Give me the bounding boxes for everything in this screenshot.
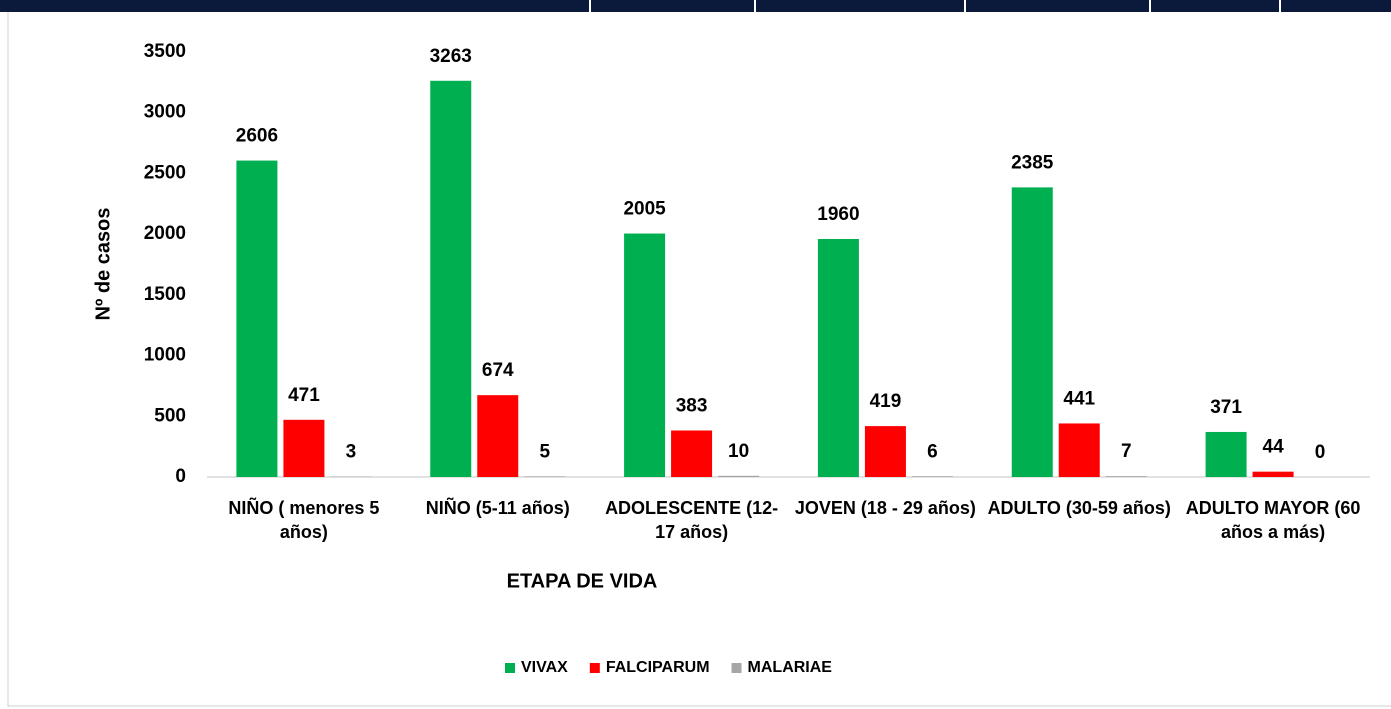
bar [817, 239, 859, 477]
data-label: 10 [728, 441, 749, 462]
legend-label: MALARIAE [748, 659, 833, 676]
band-separators [589, 0, 1281, 12]
y-tick-label: 1000 [144, 345, 186, 366]
y-tick-label: 0 [175, 466, 186, 487]
top-band [0, 0, 1391, 12]
y-tick-label: 2500 [144, 162, 186, 183]
x-tick-label: NIÑO ( menores 5 años) [228, 498, 380, 542]
x-tick-label: JOVEN (18 - 29 años) [794, 498, 976, 518]
legend-swatch [589, 663, 600, 673]
data-label: 3 [346, 442, 357, 463]
data-label: 7 [1121, 441, 1132, 462]
bar [624, 233, 666, 477]
x-tick-label: ADOLESCENTE (12-17 años) [605, 498, 779, 542]
bar [524, 476, 566, 477]
x-tick-label: NIÑO (5-11 años) [425, 498, 570, 518]
bar [911, 476, 953, 477]
bar [1105, 476, 1147, 477]
data-label: 2385 [1011, 152, 1054, 173]
bar [1058, 423, 1100, 477]
bar [1252, 471, 1294, 477]
y-tick-label: 1500 [144, 284, 186, 305]
y-axis-title: Nº de casos [92, 208, 114, 321]
bar [1205, 431, 1247, 477]
legend-label: VIVAX [521, 659, 568, 676]
x-tick-label: ADULTO MAYOR (60 años a más) [1185, 498, 1361, 542]
data-label: 2606 [236, 126, 278, 147]
x-tick-label: ADULTO (30-59 años) [987, 498, 1171, 518]
bar [477, 395, 519, 477]
bar [283, 419, 325, 477]
data-label: 1960 [817, 204, 859, 225]
data-label: 371 [1210, 397, 1242, 418]
bar [236, 160, 278, 478]
y-tick-label: 500 [154, 405, 186, 426]
bar [718, 475, 760, 477]
data-label: 3263 [430, 46, 472, 67]
data-label: 674 [482, 360, 514, 381]
x-axis-title: ETAPA DE VIDA [507, 570, 658, 592]
bar [430, 80, 472, 478]
legend-swatch [505, 663, 515, 673]
legend-label: FALCIPARUM [606, 659, 710, 676]
data-label: 471 [288, 385, 320, 406]
y-tick-label: 3000 [144, 102, 186, 123]
data-label: 0 [1315, 442, 1326, 463]
data-label: 2005 [623, 199, 666, 220]
legend-swatch [731, 663, 742, 673]
data-label: 5 [539, 441, 550, 462]
y-tick-label: 3500 [144, 41, 186, 62]
data-label: 383 [676, 396, 708, 417]
data-label: 441 [1063, 388, 1095, 409]
data-label: 419 [870, 391, 902, 412]
bar [671, 430, 713, 477]
data-label: 44 [1263, 437, 1285, 458]
bar [864, 426, 906, 477]
y-tick-label: 2000 [144, 223, 186, 244]
bar [1011, 187, 1053, 477]
data-label: 6 [927, 441, 938, 462]
